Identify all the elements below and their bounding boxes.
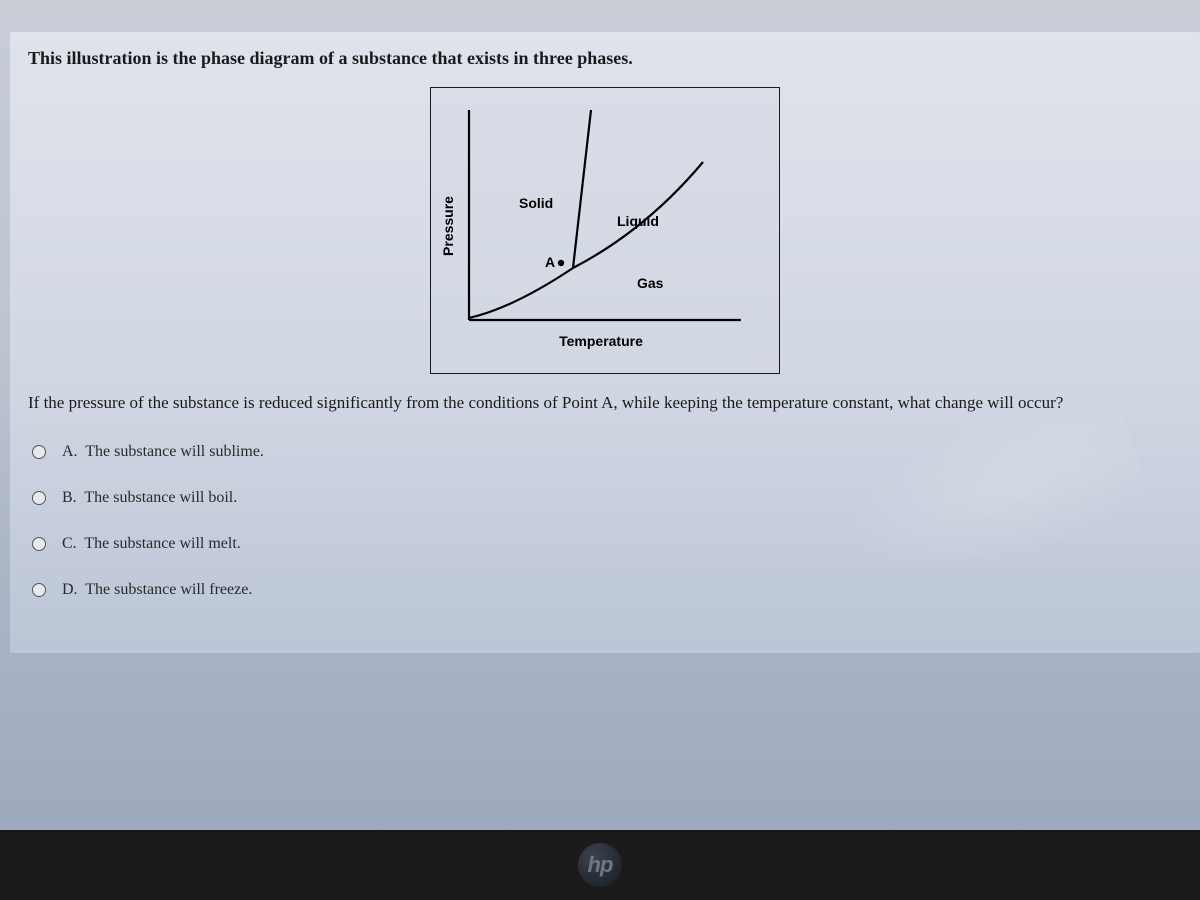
option-letter: A. xyxy=(62,443,78,460)
option-text: The substance will sublime. xyxy=(85,443,264,460)
option-label: A. The substance will sublime. xyxy=(62,443,264,461)
hp-logo-icon: hp xyxy=(578,843,622,887)
phase-diagram: Solid Liquid Gas A Temperature Pressure xyxy=(441,98,761,358)
answer-options: A. The substance will sublime. B. The su… xyxy=(28,429,1182,613)
diagram-frame: Solid Liquid Gas A Temperature Pressure xyxy=(430,87,780,374)
radio-icon[interactable] xyxy=(32,445,46,459)
svg-text:Temperature: Temperature xyxy=(559,333,643,349)
svg-text:Pressure: Pressure xyxy=(441,196,456,256)
svg-text:A: A xyxy=(545,254,555,270)
option-letter: D. xyxy=(62,581,78,598)
option-d[interactable]: D. The substance will freeze. xyxy=(28,567,1182,613)
question-text: If the pressure of the substance is redu… xyxy=(28,392,1182,415)
option-label: B. The substance will boil. xyxy=(62,489,237,507)
option-letter: C. xyxy=(62,535,77,552)
radio-icon[interactable] xyxy=(32,583,46,597)
svg-text:Solid: Solid xyxy=(519,195,553,211)
option-label: D. The substance will freeze. xyxy=(62,581,252,599)
question-card: This illustration is the phase diagram o… xyxy=(10,32,1200,653)
option-label: C. The substance will melt. xyxy=(62,535,241,553)
laptop-bezel: hp xyxy=(0,830,1200,900)
question-title: This illustration is the phase diagram o… xyxy=(28,48,1182,69)
option-c[interactable]: C. The substance will melt. xyxy=(28,521,1182,567)
radio-icon[interactable] xyxy=(32,537,46,551)
option-text: The substance will boil. xyxy=(84,489,237,506)
option-b[interactable]: B. The substance will boil. xyxy=(28,475,1182,521)
diagram-container: Solid Liquid Gas A Temperature Pressure xyxy=(28,87,1182,374)
svg-text:Liquid: Liquid xyxy=(617,213,659,229)
option-text: The substance will melt. xyxy=(84,535,240,552)
option-letter: B. xyxy=(62,489,77,506)
radio-icon[interactable] xyxy=(32,491,46,505)
svg-text:Gas: Gas xyxy=(637,275,664,291)
option-a[interactable]: A. The substance will sublime. xyxy=(28,429,1182,475)
option-text: The substance will freeze. xyxy=(85,581,252,598)
